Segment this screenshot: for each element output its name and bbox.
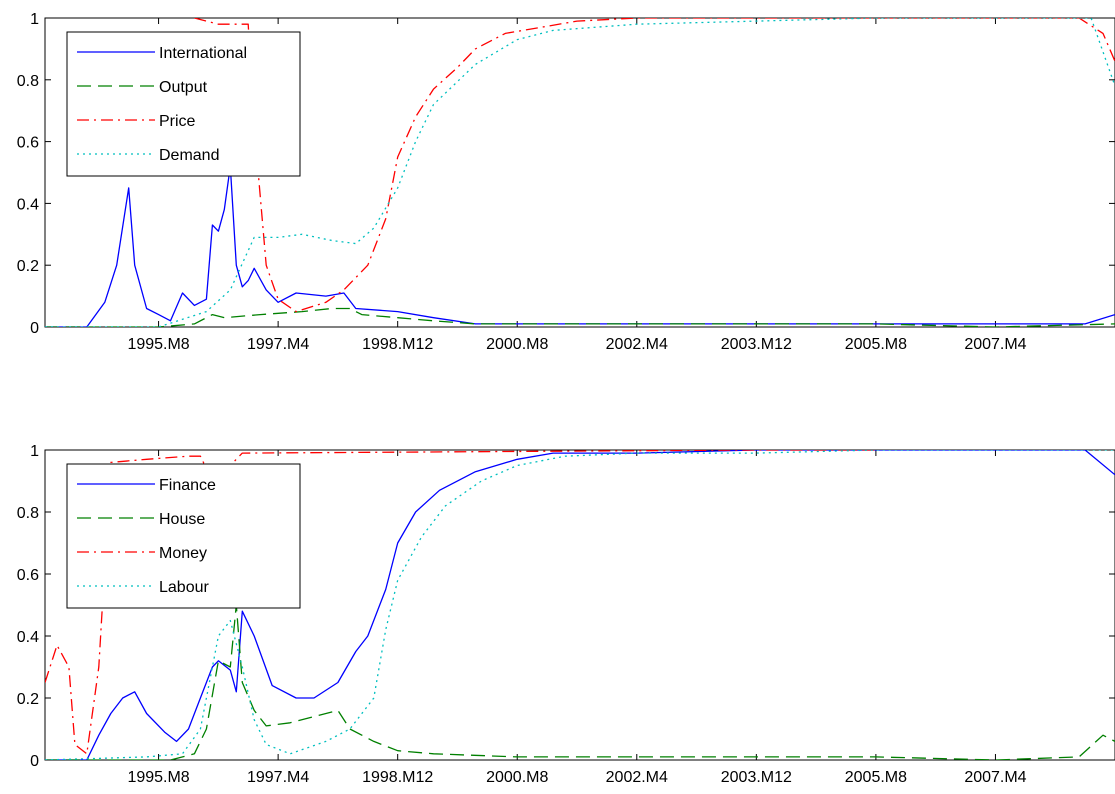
x-tick-label: 2000.M8	[486, 769, 548, 786]
top-chart: 0 0.2 0.4 0.6 0.8 1 1995.M8 1997.M4 1998.M12 2000…	[17, 11, 1115, 353]
legend-label: Output	[159, 79, 208, 96]
series-line-labour	[45, 450, 1115, 760]
legend-label: Finance	[159, 477, 216, 494]
series-line-finance	[45, 450, 1115, 760]
x-tick-label: 2007.M4	[964, 769, 1026, 786]
series-line-output	[45, 307, 1115, 327]
y-tick-label: 0.4	[17, 629, 39, 646]
series-line-demand	[45, 18, 1115, 327]
series-line-international	[45, 165, 1115, 327]
legend-box	[66, 31, 301, 177]
legend-label: Price	[159, 113, 196, 130]
legend-label: Money	[159, 545, 207, 562]
legend-label: House	[159, 511, 205, 528]
legend: Finance House Money Labour	[66, 463, 301, 609]
x-tick-label: 2007.M4	[964, 336, 1026, 353]
series-line-house	[45, 604, 1115, 760]
x-tick-label: 1997.M4	[247, 336, 309, 353]
y-tick-label: 0.6	[17, 567, 39, 584]
y-tick-label: 0.4	[17, 196, 39, 213]
y-tick-label: 0	[30, 753, 39, 770]
y-tick-label: 0.8	[17, 73, 39, 90]
x-tick-label: 2005.M8	[845, 336, 907, 353]
x-tick-label: 1998.M12	[362, 769, 433, 786]
x-tick-label: 2002.M4	[606, 769, 668, 786]
x-tick-label: 2003.M12	[721, 336, 792, 353]
legend-label: Demand	[159, 147, 219, 164]
x-tick-label: 1995.M8	[127, 336, 189, 353]
legend-label: International	[159, 45, 247, 62]
x-tick-label: 2002.M4	[606, 336, 668, 353]
x-tick-label: 1997.M4	[247, 769, 309, 786]
bottom-chart: 0 0.2 0.4 0.6 0.8 1 1995.M8 1997.M4 1998.M12 2000…	[17, 443, 1115, 786]
series-line-money	[45, 450, 876, 755]
series-lines	[45, 18, 1115, 327]
y-tick-label: 0	[30, 320, 39, 337]
legend: International Output Price Demand	[66, 31, 301, 177]
x-tick-label: 2003.M12	[721, 769, 792, 786]
x-tick-label: 2005.M8	[845, 769, 907, 786]
y-tick-label: 0.6	[17, 135, 39, 152]
y-tick-label: 0.2	[17, 258, 39, 275]
legend-box	[66, 463, 301, 609]
x-tick-label: 2000.M8	[486, 336, 548, 353]
y-tick-label: 0.2	[17, 691, 39, 708]
y-tick-label: 1	[30, 11, 39, 28]
x-tick-label: 1998.M12	[362, 336, 433, 353]
y-tick-label: 0.8	[17, 505, 39, 522]
x-tick-label: 1995.M8	[127, 769, 189, 786]
y-tick-label: 1	[30, 443, 39, 460]
legend-label: Labour	[159, 579, 209, 596]
series-lines	[45, 450, 1115, 760]
